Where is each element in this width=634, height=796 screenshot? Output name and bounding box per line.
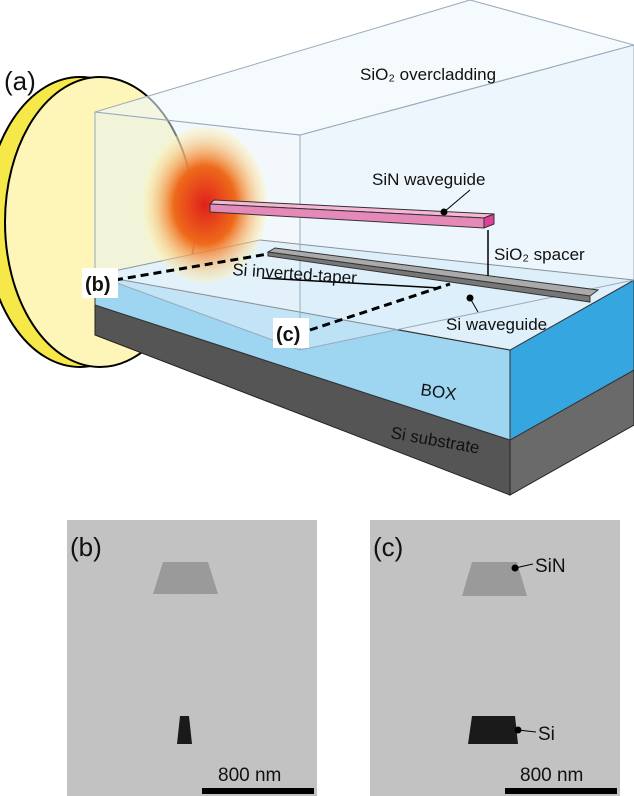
scale-bar [202, 788, 314, 794]
panel-label: (c) [373, 532, 403, 562]
tem-noise [370, 520, 620, 796]
panel-label: (a) [4, 66, 36, 96]
scale-label: 800 nm [218, 765, 281, 786]
sin-core [153, 562, 218, 594]
label: SiO₂ overcladding [360, 65, 496, 84]
scale-bar [505, 788, 617, 794]
panel-a: (a) SiO₂ overcladding SiN waveguide SiO₂… [0, 0, 634, 495]
figure: (a) SiO₂ overcladding SiN waveguide SiO₂… [0, 0, 634, 796]
label: SiN waveguide [372, 170, 485, 189]
label: (c) [276, 324, 300, 346]
label: (b) [85, 274, 111, 296]
si-core [468, 716, 518, 744]
panel-label: (b) [70, 532, 102, 562]
panel-b: (b) 800 nm [67, 520, 317, 796]
label: SiN [535, 556, 566, 577]
scale-label: 800 nm [520, 765, 583, 786]
panel-c: (c) SiN Si 800 nm [370, 520, 620, 796]
label: Si [538, 724, 555, 745]
label: SiO₂ spacer [494, 245, 585, 264]
label: Si waveguide [446, 315, 547, 334]
tem-noise [67, 520, 317, 796]
